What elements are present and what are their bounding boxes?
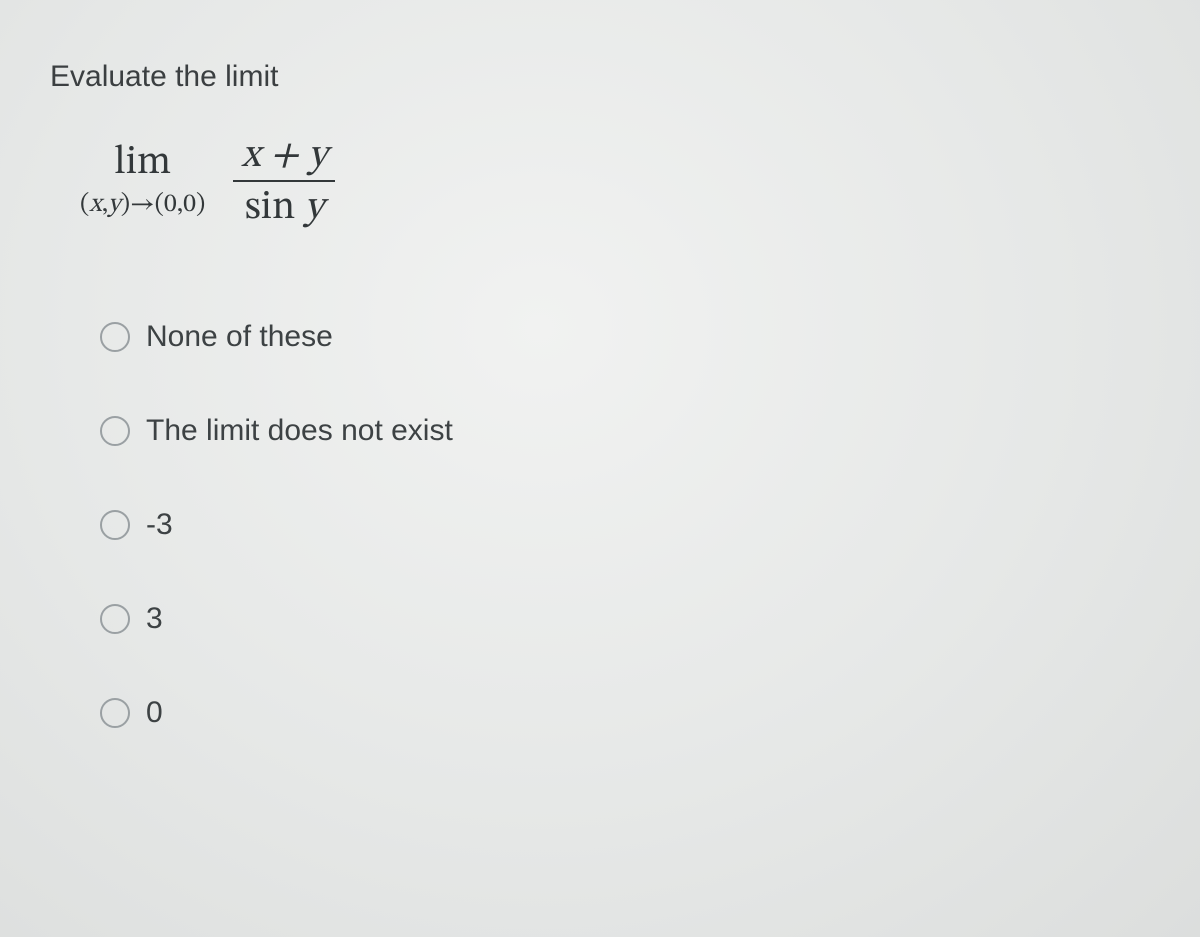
option-label: The limit does not exist xyxy=(146,414,453,448)
question-card: Evaluate the limit lim (x,y)→(0,0) x + y… xyxy=(0,0,1200,937)
option-label: None of these xyxy=(146,320,333,354)
limit-subscript: (x,y)→(0,0) xyxy=(80,189,205,222)
limit-expression: lim (x,y)→(0,0) x + y sin y xyxy=(80,134,1150,230)
limit-operator-block: lim (x,y)→(0,0) xyxy=(80,143,205,222)
answer-options: None of these The limit does not exist -… xyxy=(100,320,1150,730)
option-3[interactable]: 3 xyxy=(100,602,1150,636)
option-label: -3 xyxy=(146,508,173,542)
radio-icon xyxy=(100,322,130,352)
radio-icon xyxy=(100,698,130,728)
radio-icon xyxy=(100,604,130,634)
option-negative-3[interactable]: -3 xyxy=(100,508,1150,542)
radio-icon xyxy=(100,416,130,446)
option-0[interactable]: 0 xyxy=(100,696,1150,730)
radio-icon xyxy=(100,510,130,540)
option-label: 3 xyxy=(146,602,163,636)
fraction: x + y sin y xyxy=(233,134,335,230)
option-label: 0 xyxy=(146,696,163,730)
fraction-denominator: sin y xyxy=(245,182,324,230)
option-none-of-these[interactable]: None of these xyxy=(100,320,1150,354)
fraction-numerator: x + y xyxy=(233,134,335,182)
limit-operator: lim xyxy=(114,143,171,183)
question-prompt: Evaluate the limit xyxy=(50,60,1150,94)
option-limit-does-not-exist[interactable]: The limit does not exist xyxy=(100,414,1150,448)
